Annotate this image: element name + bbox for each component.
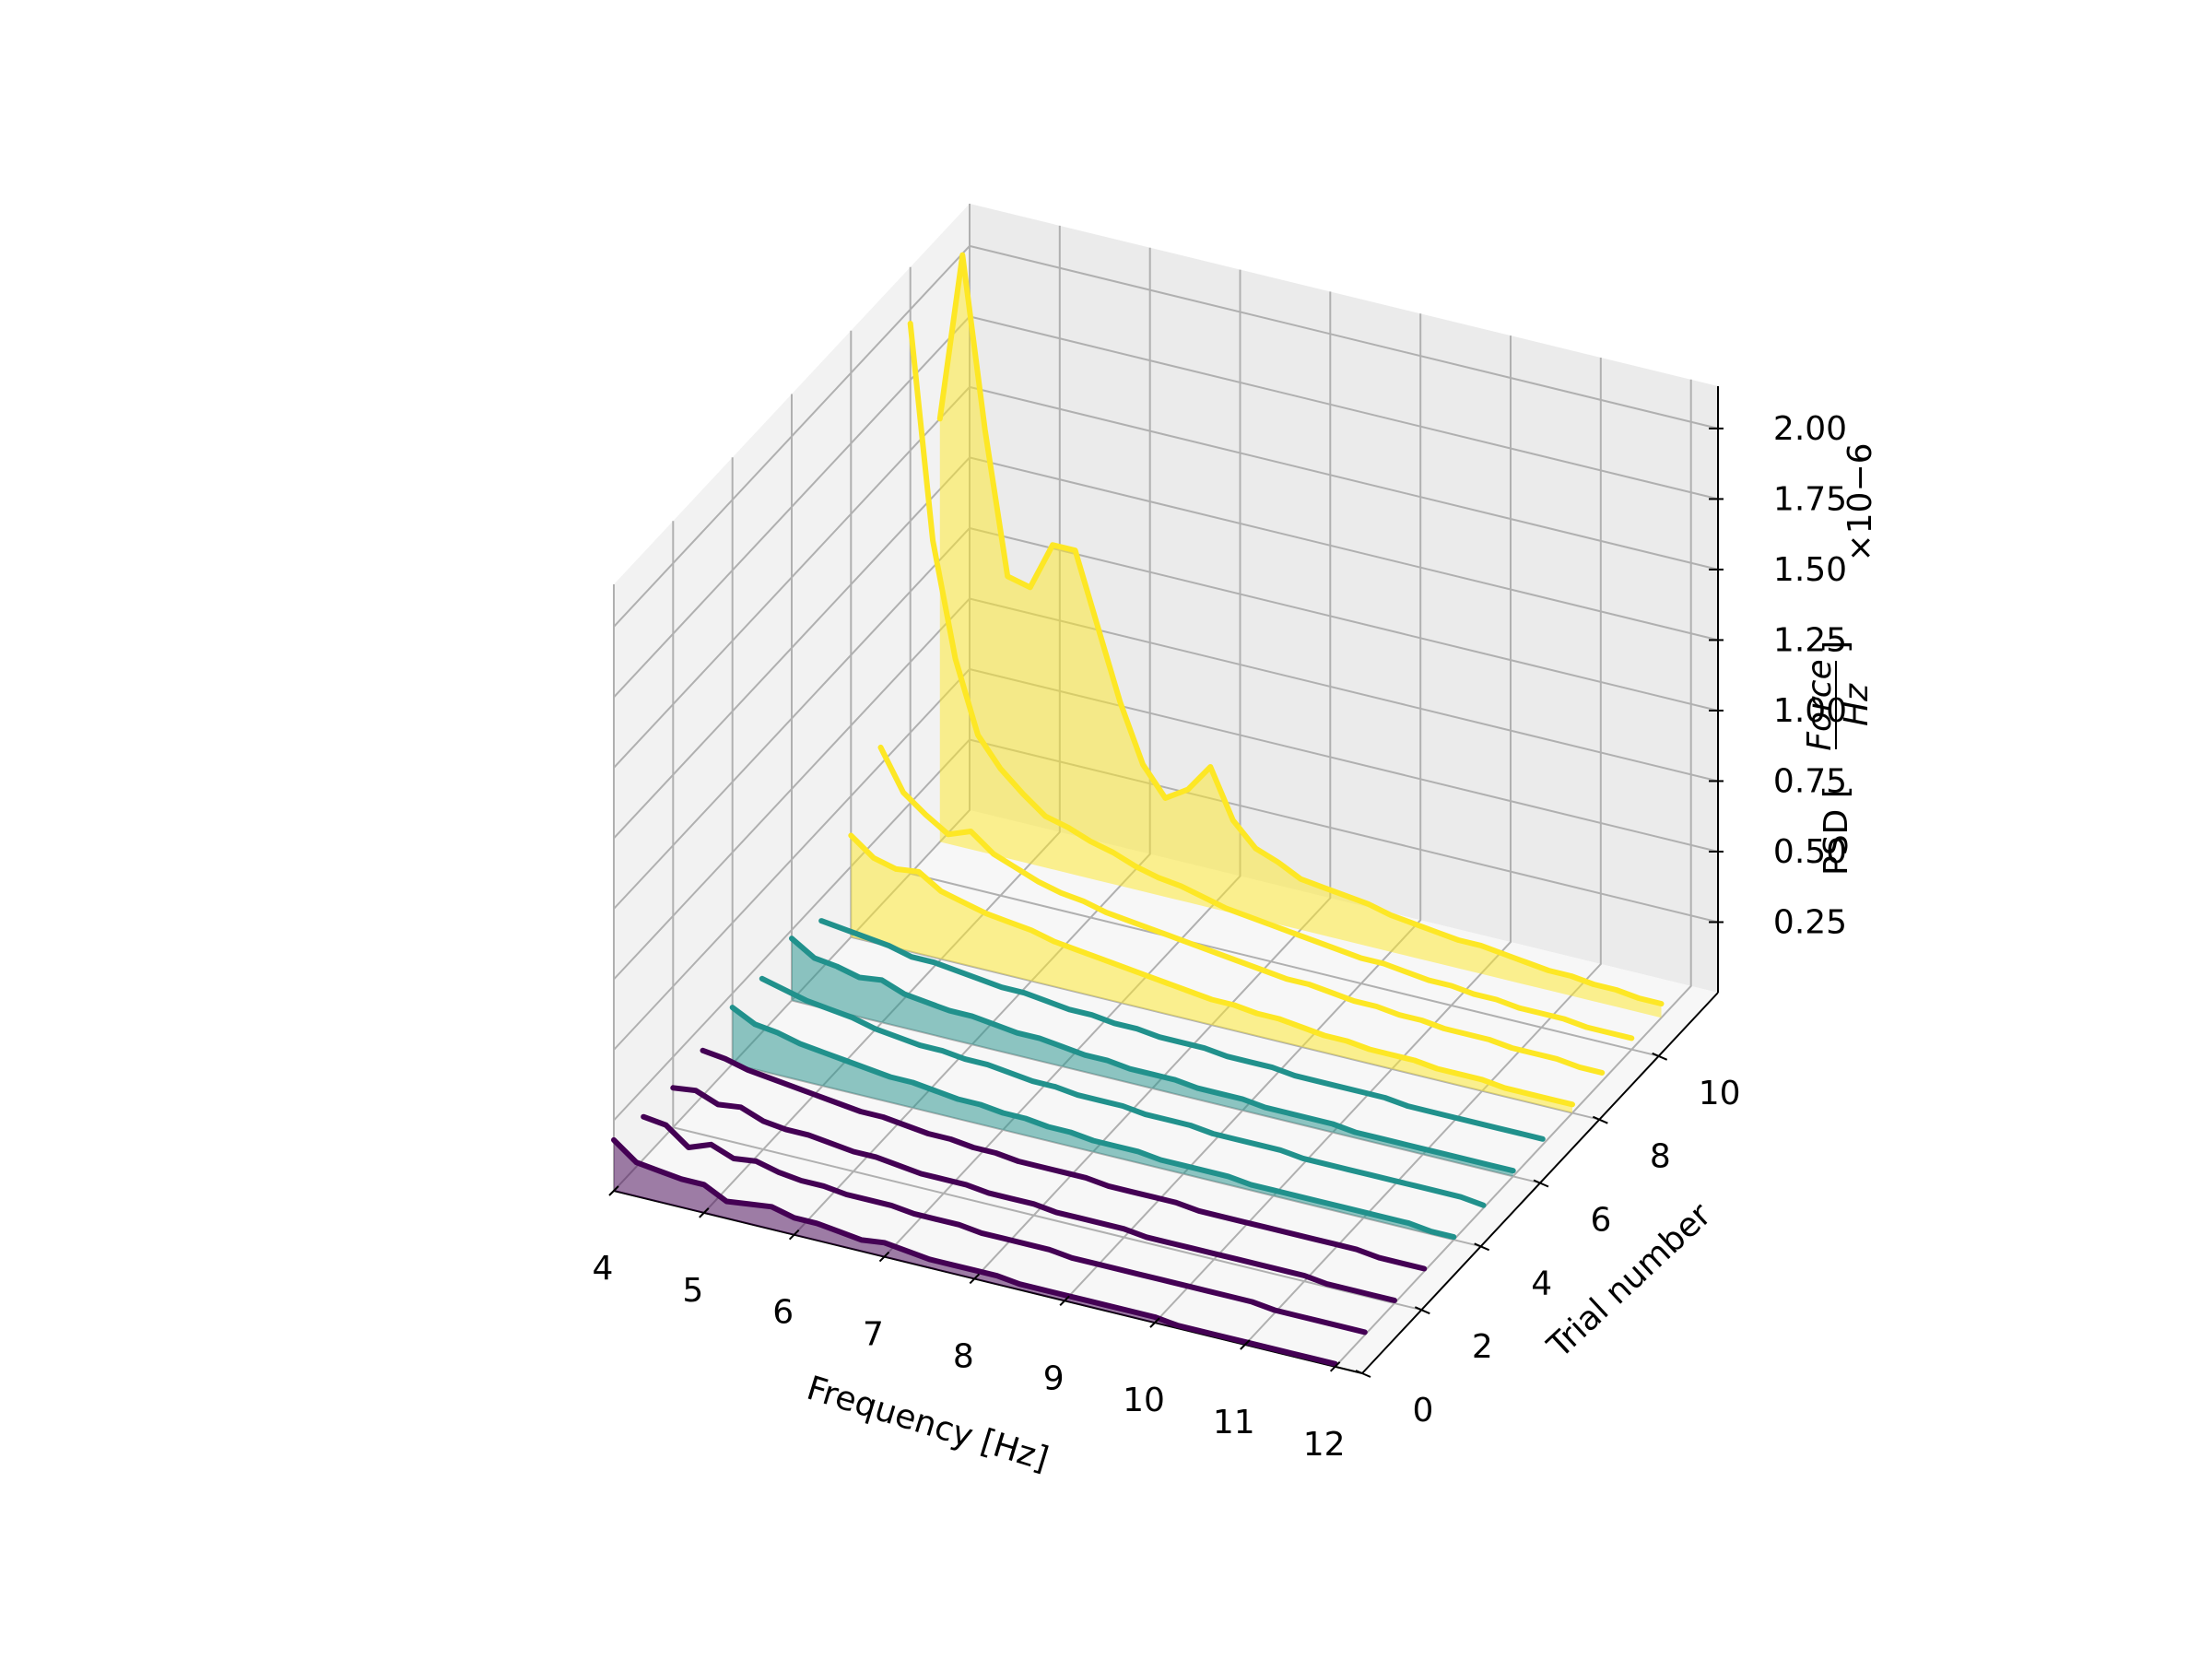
x-tick-label: 5	[682, 1272, 703, 1310]
x-tick-mark	[699, 1207, 710, 1218]
z-axis-label: PSD [ Force Hz ]	[1801, 641, 1876, 876]
y-tick-mark	[1652, 1052, 1668, 1061]
y-axis-label: Trial number	[1540, 1196, 1719, 1367]
y-tick-label: 10	[1699, 1075, 1741, 1112]
series-group	[611, 252, 1665, 1367]
x-tick-mark	[1149, 1317, 1160, 1328]
y-tick-label: 4	[1531, 1265, 1552, 1302]
z-tick-label: 0.25	[1773, 904, 1847, 942]
grid-line-y	[672, 521, 1422, 1312]
series-line-trial-11	[936, 252, 1665, 1006]
y-tick-mark	[1474, 1242, 1490, 1252]
z-tick-label: 1.50	[1773, 551, 1847, 589]
series-line-trial-4	[729, 1005, 1457, 1241]
y-tick-label: 0	[1413, 1392, 1434, 1430]
series-line-trial-7	[818, 918, 1546, 1142]
y-tick-label: 6	[1591, 1202, 1612, 1240]
x-tick-label: 7	[863, 1316, 884, 1354]
series-line-trial-9	[877, 744, 1606, 1076]
x-tick-mark	[969, 1273, 981, 1285]
z-tick-label: 1.25	[1773, 621, 1847, 659]
grid-line-z	[613, 244, 1719, 628]
x-tick-mark	[1240, 1339, 1251, 1350]
z-axis-label-denominator: Hz	[1838, 683, 1876, 726]
x-axis-label: Frequency [Hz]	[803, 1370, 1053, 1479]
x-tick-label: 8	[953, 1337, 974, 1375]
z-axis-label-suffix: ]	[1818, 641, 1855, 653]
z-tick-label: 1.00	[1773, 692, 1847, 730]
z-tick-label: 2.00	[1773, 410, 1847, 448]
x-tick-label: 9	[1043, 1359, 1065, 1397]
z-tick-label: 0.50	[1773, 833, 1847, 871]
z-tick-label: 0.75	[1773, 763, 1847, 801]
y-tick-label: 8	[1650, 1138, 1671, 1176]
series-line-trial-6	[789, 935, 1516, 1174]
z-axis-label-numerator: Force	[1801, 659, 1839, 750]
y-tick-mark	[1414, 1306, 1430, 1315]
series-line-trial-8	[848, 832, 1575, 1108]
x-tick-label: 10	[1123, 1382, 1165, 1419]
series-line-trial-1	[641, 1113, 1368, 1335]
z-tick-label: 1.75	[1773, 480, 1847, 518]
x-tick-label: 12	[1303, 1426, 1346, 1464]
x-tick-mark	[608, 1185, 619, 1196]
z-axis-label-prefix: PSD [	[1818, 785, 1855, 876]
y-tick-mark	[1592, 1115, 1608, 1124]
y-tick-mark	[1355, 1370, 1371, 1378]
y-tick-label: 2	[1472, 1328, 1493, 1366]
y-tick-mark	[1533, 1179, 1549, 1188]
series-line-trial-3	[700, 1047, 1428, 1272]
x-tick-mark	[1329, 1361, 1341, 1372]
x-tick-label: 11	[1213, 1404, 1255, 1441]
series-line-trial-5	[759, 975, 1487, 1208]
series-line-trial-2	[670, 1085, 1397, 1303]
series-line-trial-0	[611, 1136, 1338, 1367]
tick-labels: 45678910111202468100.250.500.751.001.251…	[593, 410, 1848, 1464]
x-tick-mark	[788, 1230, 800, 1241]
series-fill-trial-11	[939, 254, 1662, 1018]
x-tick-mark	[1059, 1295, 1070, 1306]
x-tick-label: 4	[593, 1250, 614, 1288]
series-line-trial-10	[907, 321, 1635, 1041]
z-axis-multiplier: ×10−6	[1841, 442, 1879, 561]
x-tick-label: 6	[772, 1294, 794, 1332]
x-tick-mark	[878, 1251, 890, 1263]
